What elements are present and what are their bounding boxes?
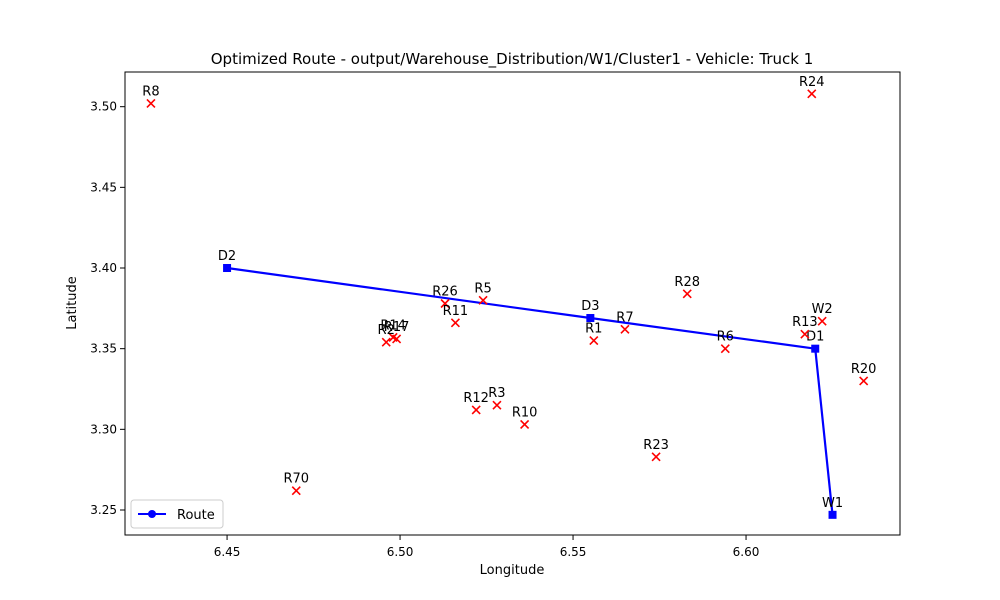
point-marker-stroke xyxy=(859,376,869,386)
x-tick-label: 6.55 xyxy=(560,545,587,559)
point-marker-stroke xyxy=(388,332,398,342)
y-tick-label: 3.45 xyxy=(90,180,117,194)
point-label: R6 xyxy=(717,330,734,345)
point-label: R14 xyxy=(380,318,406,333)
location-point: W2 xyxy=(812,302,833,326)
route-stop-label: D3 xyxy=(581,299,599,314)
point-marker-stroke xyxy=(381,337,391,347)
point-label: R10 xyxy=(512,405,538,420)
location-point: R13 xyxy=(792,315,818,339)
point-marker-stroke xyxy=(146,98,156,109)
point-marker-stroke xyxy=(520,419,530,430)
point-label: R13 xyxy=(792,315,818,330)
point-marker-stroke xyxy=(392,334,402,344)
location-point: R20 xyxy=(851,362,877,386)
route-stop-marker xyxy=(586,314,595,323)
location-point: R5 xyxy=(474,281,492,305)
route-series: D2 D3 D1 W1 xyxy=(218,249,843,519)
point-label: R5 xyxy=(474,281,491,296)
plot-area xyxy=(124,71,901,536)
point-marker-stroke xyxy=(651,452,661,462)
point-marker-stroke xyxy=(450,318,460,328)
x-axis-label: Longitude xyxy=(480,563,545,578)
point-label: W2 xyxy=(812,302,833,317)
x-tick-label: 6.60 xyxy=(733,545,760,559)
point-label: R8 xyxy=(142,84,159,99)
location-point: R17 xyxy=(384,320,410,344)
location-point: R11 xyxy=(443,304,469,328)
location-point: R6 xyxy=(717,330,734,354)
point-label: R70 xyxy=(283,472,309,487)
point-marker-stroke xyxy=(800,329,810,339)
point-marker-stroke xyxy=(807,89,817,99)
legend-route-label: Route xyxy=(177,508,215,523)
y-tick-label: 3.25 xyxy=(90,503,117,517)
location-point: R70 xyxy=(283,472,309,496)
location-point: R23 xyxy=(643,438,669,462)
location-point: R3 xyxy=(488,386,506,410)
route-stop-marker xyxy=(828,510,837,519)
point-marker-stroke xyxy=(817,316,827,326)
route-stop-label: D1 xyxy=(806,330,824,345)
route-stop-label: W1 xyxy=(822,496,843,511)
location-point: R12 xyxy=(463,391,489,415)
y-axis-label: Latitude xyxy=(65,276,80,330)
legend-box xyxy=(130,499,224,529)
point-label: R7 xyxy=(616,310,633,325)
y-axis: 3.25 3.30 3.35 3.40 3.45 3.50 xyxy=(90,100,125,517)
point-label: R28 xyxy=(674,275,700,290)
point-marker-stroke xyxy=(471,405,481,415)
y-tick-label: 3.35 xyxy=(90,342,117,356)
point-marker-stroke xyxy=(682,289,692,299)
x-tick-label: 6.45 xyxy=(214,545,241,559)
y-tick-label: 3.50 xyxy=(90,100,117,114)
route-stop-marker xyxy=(223,264,232,273)
legend: Route xyxy=(130,499,224,529)
point-label: R12 xyxy=(463,391,489,406)
x-axis: 6.45 6.50 6.55 6.60 xyxy=(214,535,760,559)
point-marker-stroke xyxy=(589,336,599,346)
location-point: R24 xyxy=(799,75,825,99)
point-marker-stroke xyxy=(620,324,630,334)
point-label: R11 xyxy=(443,304,469,319)
legend-route-marker xyxy=(148,510,156,518)
point-label: R20 xyxy=(851,362,877,377)
point-marker-stroke xyxy=(291,486,301,496)
chart-title: Optimized Route - output/Warehouse_Distr… xyxy=(211,50,814,69)
point-marker-stroke xyxy=(478,295,488,305)
x-tick-label: 6.50 xyxy=(387,545,414,559)
location-point: R2 xyxy=(378,323,395,347)
location-point: R8 xyxy=(142,84,160,109)
route-stop-marker xyxy=(811,344,820,353)
location-point: R28 xyxy=(674,275,700,299)
route-line xyxy=(226,266,834,515)
location-point: R7 xyxy=(616,310,634,334)
location-point: R1 xyxy=(585,322,602,346)
point-label: R26 xyxy=(432,285,458,300)
point-marker-stroke xyxy=(492,400,502,410)
point-label: R2 xyxy=(378,323,395,338)
point-label: R3 xyxy=(488,386,505,401)
point-label: R24 xyxy=(799,75,825,90)
point-label: R1 xyxy=(585,322,602,337)
location-point: R10 xyxy=(512,405,538,430)
y-tick-label: 3.40 xyxy=(90,261,117,275)
location-point: R26 xyxy=(432,285,458,309)
point-marker-stroke xyxy=(440,298,450,309)
point-marker-stroke xyxy=(720,344,730,354)
point-label: R17 xyxy=(384,320,410,335)
point-label: R23 xyxy=(643,438,669,453)
y-tick-label: 3.30 xyxy=(90,422,117,436)
route-stop-label: D2 xyxy=(218,249,236,264)
